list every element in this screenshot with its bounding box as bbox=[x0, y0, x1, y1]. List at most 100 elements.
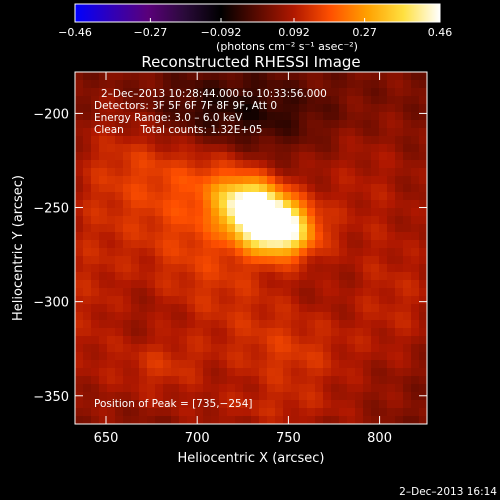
heatmap-cell bbox=[371, 248, 380, 257]
heatmap-cell bbox=[347, 224, 356, 233]
heatmap-cell bbox=[243, 376, 252, 385]
heatmap-cell bbox=[243, 288, 252, 297]
heatmap-cell bbox=[115, 216, 124, 225]
heatmap-cell bbox=[155, 216, 164, 225]
heatmap-cell bbox=[275, 152, 284, 161]
heatmap-cell bbox=[291, 176, 300, 185]
heatmap-cell bbox=[235, 392, 244, 401]
heatmap-cell bbox=[123, 112, 132, 121]
heatmap-cell bbox=[259, 160, 268, 169]
heatmap-cell bbox=[139, 296, 148, 305]
heatmap-cell bbox=[411, 184, 420, 193]
heatmap-cell bbox=[379, 352, 388, 361]
heatmap-cell bbox=[339, 256, 348, 265]
heatmap-cell bbox=[307, 328, 316, 337]
heatmap-cell bbox=[147, 192, 156, 201]
heatmap-cell bbox=[371, 408, 380, 417]
heatmap-cell bbox=[203, 384, 212, 393]
heatmap-cell bbox=[163, 256, 172, 265]
heatmap-cell bbox=[139, 384, 148, 393]
heatmap-cell bbox=[115, 392, 124, 401]
heatmap-cell bbox=[155, 296, 164, 305]
heatmap-cell bbox=[339, 104, 348, 113]
heatmap-cell bbox=[371, 152, 380, 161]
heatmap-cell bbox=[219, 336, 228, 345]
heatmap-cell bbox=[387, 304, 396, 313]
heatmap-cell bbox=[275, 320, 284, 329]
heatmap-cell bbox=[107, 208, 116, 217]
heatmap-cell bbox=[99, 88, 108, 97]
heatmap-cell bbox=[315, 336, 324, 345]
heatmap-cell bbox=[307, 96, 316, 105]
heatmap-cell bbox=[355, 208, 364, 217]
heatmap-cell bbox=[123, 144, 132, 153]
heatmap-cell bbox=[363, 272, 372, 281]
heatmap-cell bbox=[339, 160, 348, 169]
heatmap-cell bbox=[339, 368, 348, 377]
heatmap-cell bbox=[219, 184, 228, 193]
heatmap-cell bbox=[243, 328, 252, 337]
heatmap-cell bbox=[243, 264, 252, 273]
heatmap-cell bbox=[395, 352, 404, 361]
heatmap-cell bbox=[107, 264, 116, 273]
heatmap-cell bbox=[395, 80, 404, 89]
heatmap-cell bbox=[275, 360, 284, 369]
heatmap-cell bbox=[355, 336, 364, 345]
heatmap-cell bbox=[403, 408, 412, 417]
heatmap-cell bbox=[315, 192, 324, 201]
heatmap-cell bbox=[355, 288, 364, 297]
heatmap-cell bbox=[187, 232, 196, 241]
heatmap-cell bbox=[203, 240, 212, 249]
heatmap-cell bbox=[371, 96, 380, 105]
heatmap-cell bbox=[363, 200, 372, 209]
heatmap-cell bbox=[403, 88, 412, 97]
heatmap-cell bbox=[331, 80, 340, 89]
heatmap-cell bbox=[395, 176, 404, 185]
heatmap-cell bbox=[171, 80, 180, 89]
heatmap-cell bbox=[331, 304, 340, 313]
heatmap-cell bbox=[131, 336, 140, 345]
heatmap-cell bbox=[171, 360, 180, 369]
heatmap-cell bbox=[75, 328, 84, 337]
heatmap-cell bbox=[179, 392, 188, 401]
heatmap-cell bbox=[123, 72, 132, 81]
heatmap-cell bbox=[107, 232, 116, 241]
x-axis-label: Heliocentric X (arcsec) bbox=[178, 451, 325, 466]
heatmap-cell bbox=[155, 256, 164, 265]
heatmap-cell bbox=[387, 192, 396, 201]
heatmap-cell bbox=[115, 408, 124, 417]
heatmap-cell bbox=[227, 224, 236, 233]
heatmap-cell bbox=[75, 232, 84, 241]
heatmap-cell bbox=[115, 152, 124, 161]
heatmap-cell bbox=[307, 264, 316, 273]
heatmap-cell bbox=[299, 232, 308, 241]
heatmap-cell bbox=[323, 344, 332, 353]
heatmap-cell bbox=[299, 368, 308, 377]
heatmap-cell bbox=[363, 80, 372, 89]
heatmap-cell bbox=[75, 128, 84, 137]
heatmap-cell bbox=[315, 376, 324, 385]
heatmap-cell bbox=[163, 160, 172, 169]
heatmap-cell bbox=[371, 160, 380, 169]
heatmap-cell bbox=[211, 224, 220, 233]
heatmap-cell bbox=[115, 88, 124, 97]
heatmap-cell bbox=[139, 320, 148, 329]
heatmap-cell bbox=[187, 120, 196, 129]
heatmap-cell bbox=[75, 160, 84, 169]
heatmap-cell bbox=[75, 376, 84, 385]
heatmap-cell bbox=[291, 360, 300, 369]
heatmap-cell bbox=[379, 192, 388, 201]
heatmap-cell bbox=[395, 392, 404, 401]
heatmap-cell bbox=[291, 248, 300, 257]
heatmap-cell bbox=[339, 136, 348, 145]
heatmap-cell bbox=[147, 88, 156, 97]
heatmap-cell bbox=[411, 176, 420, 185]
heatmap-cell bbox=[243, 248, 252, 257]
heatmap-cell bbox=[315, 216, 324, 225]
heatmap-cell bbox=[299, 320, 308, 329]
heatmap-cell bbox=[299, 304, 308, 313]
heatmap-cell bbox=[387, 240, 396, 249]
heatmap-cell bbox=[275, 120, 284, 129]
heatmap-cell bbox=[379, 304, 388, 313]
heatmap-cell bbox=[267, 288, 276, 297]
